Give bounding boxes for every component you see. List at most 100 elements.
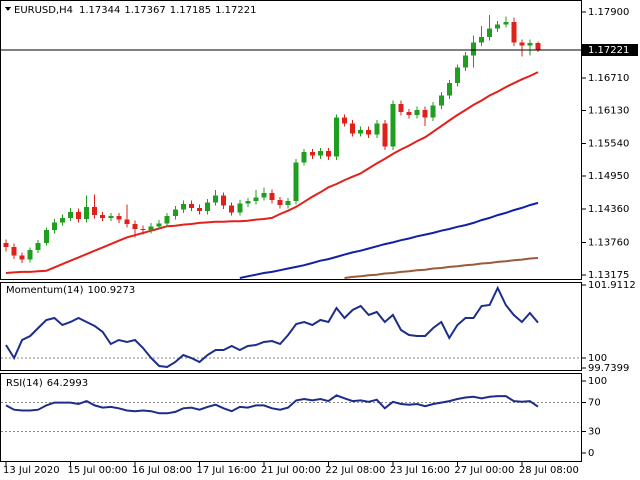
candle-body [333, 117, 339, 157]
candle-body [108, 216, 114, 218]
candle-body [503, 22, 509, 25]
x-tick-label: 17 Jul 16:00 [196, 465, 256, 476]
x-tick-label: 13 Jul 2020 [3, 465, 60, 476]
candle-body [67, 211, 73, 218]
candle-body [325, 151, 331, 157]
x-tick-label: 21 Jul 00:00 [261, 465, 321, 476]
candle-body [245, 201, 251, 204]
candle-body [519, 42, 525, 46]
candle-body [124, 219, 130, 225]
candle-body [59, 217, 65, 223]
candle-body [454, 67, 460, 84]
candle-body [27, 250, 33, 260]
price-label: 1.17221 [588, 45, 629, 56]
candle-body [406, 112, 412, 115]
last-high: 1.17367 [124, 5, 165, 16]
candle-body [342, 117, 348, 124]
indicator-line [5, 394, 539, 415]
y-tick-label: 1.13760 [588, 237, 629, 248]
candle-body [446, 83, 452, 96]
candle-body [221, 195, 227, 206]
candle-body [213, 195, 219, 203]
y-tick-label: 1.16130 [588, 106, 629, 117]
y-tick-label: 1.16710 [588, 73, 629, 84]
candle-body [156, 223, 162, 227]
candle-body [253, 197, 259, 202]
indicator-line [239, 201, 539, 279]
candle-body [3, 242, 9, 247]
indicator-name: RSI(14) [6, 378, 43, 389]
candle-body [390, 103, 396, 147]
candle-body [237, 203, 243, 213]
candle-body [471, 42, 477, 56]
candle-body [285, 201, 291, 206]
candle-body [430, 105, 436, 118]
candle-body [527, 42, 533, 46]
candle-body [132, 224, 138, 230]
candle-body [535, 42, 541, 50]
candle-body [43, 230, 49, 243]
candle-body [148, 226, 154, 231]
y-tick-label: 1.14360 [588, 204, 629, 215]
main-panel-frame [0, 0, 582, 280]
y-tick-label: 99.7399 [588, 363, 629, 374]
last-close: 1.17221 [215, 5, 256, 16]
candle-body [180, 203, 186, 210]
y-tick-label: 1.14950 [588, 171, 629, 182]
candle-body [76, 211, 82, 220]
candle-body [293, 162, 299, 202]
indicator-name: Momentum(14) [6, 285, 84, 296]
price-label-box [582, 43, 638, 56]
candle-body [92, 206, 98, 216]
candle-body [116, 216, 122, 220]
momentum-title: Momentum(14) 100.9273 [6, 285, 135, 296]
x-tick-label: 27 Jul 00:00 [454, 465, 514, 476]
x-tick-label: 15 Jul 00:00 [67, 465, 127, 476]
candle-body [205, 202, 211, 212]
candle-body [229, 205, 235, 213]
symbol: EURUSD,H4 [14, 5, 73, 16]
candle-body [269, 192, 275, 201]
candle-body [382, 123, 388, 147]
last-low: 1.17185 [170, 5, 211, 16]
y-tick-label: 1.13175 [588, 270, 629, 281]
x-tick-label: 16 Jul 08:00 [132, 465, 192, 476]
candle-body [438, 95, 444, 106]
candle-body [309, 152, 315, 156]
candle-body [495, 24, 501, 29]
candle-body [366, 129, 372, 135]
rsi-title: RSI(14) 64.2993 [6, 378, 88, 389]
y-tick-label: 70 [588, 398, 601, 409]
candle-body [261, 192, 267, 198]
candle-body [19, 255, 25, 260]
candle-body [422, 109, 428, 118]
candle-body [35, 242, 41, 251]
x-tick-label: 28 Jul 08:00 [519, 465, 579, 476]
last-open: 1.17344 [79, 5, 120, 16]
menu-triangle [5, 7, 11, 11]
candle-body [398, 103, 404, 113]
candle-body [196, 207, 202, 212]
candle-body [374, 123, 380, 135]
x-tick-label: 22 Jul 08:00 [325, 465, 385, 476]
y-tick-label: 100 [588, 376, 607, 387]
candle-body [84, 206, 90, 220]
candle-body [358, 129, 364, 134]
candle-body [414, 109, 420, 115]
candle-body [317, 151, 323, 156]
candle-body [462, 55, 468, 68]
candle-body [51, 222, 57, 231]
candle-body [301, 152, 307, 163]
indicator-line [5, 71, 539, 274]
x-tick-label: 23 Jul 16:00 [390, 465, 450, 476]
momentum-panel-frame [0, 282, 582, 371]
candle-body [164, 216, 170, 224]
candle-body [277, 200, 283, 206]
main-title: EURUSD,H4 1.17344 1.17367 1.17185 1.17221 [14, 5, 256, 16]
y-tick-label: 30 [588, 426, 601, 437]
indicator-value: 64.2993 [47, 378, 88, 389]
candle-body [479, 37, 485, 43]
candle-body [188, 203, 194, 208]
